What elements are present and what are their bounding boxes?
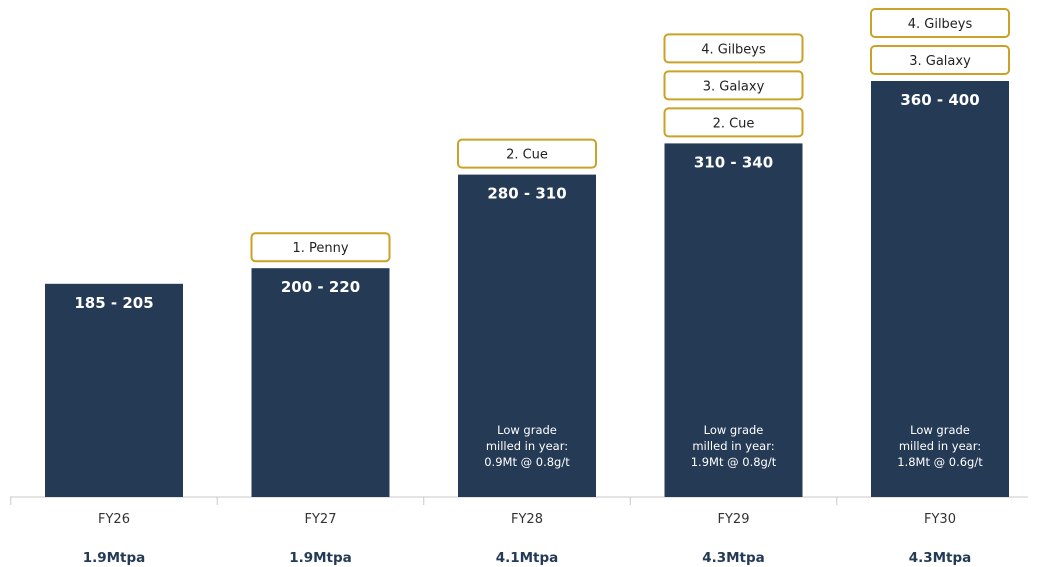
x-tick-label: FY28 [511,512,543,527]
x-tick-label: FY29 [718,512,750,527]
deposit-tag [457,138,597,169]
capacity-label: 4.3Mtpa [702,550,765,566]
low-grade-note: 1.9Mt @ 0.8g/t [691,455,777,469]
low-grade-note: milled in year: [899,439,981,453]
low-grade-note: 1.8Mt @ 0.6g/t [897,455,983,469]
capacity-label: 1.9Mtpa [83,550,146,566]
deposit-tag [870,8,1010,38]
capacity-label: 4.1Mtpa [496,550,559,566]
capacity-label: 4.3Mtpa [909,550,972,566]
deposit-tag [250,232,391,263]
data-label: 200 - 220 [281,278,360,296]
low-grade-note: Low grade [704,423,764,437]
data-label: 360 - 400 [900,91,979,109]
low-grade-note: 0.9Mt @ 0.8g/t [484,455,570,469]
deposit-tag-label: 1. Penny [292,241,348,256]
deposit-tag-label: 2. Cue [506,148,548,163]
low-grade-note: milled in year: [486,439,568,453]
x-tick-label: FY26 [98,512,130,527]
low-grade-note: Low grade [910,423,970,437]
deposit-tag-label: 4. Gilbeys [701,42,766,57]
low-grade-note: Low grade [497,423,557,437]
capacity-label: 1.9Mtpa [289,550,352,566]
bar [664,143,803,497]
deposit-tag-label: 3. Galaxy [909,54,971,69]
deposit-tag-label: 4. Gilbeys [908,17,973,32]
x-tick-label: FY27 [305,512,337,527]
low-grade-note: milled in year: [692,439,774,453]
deposit-tag-label: 2. Cue [713,116,755,131]
data-label: 310 - 340 [694,153,773,171]
deposit-tag [663,70,804,101]
bar [458,174,596,497]
data-label: 280 - 310 [487,185,566,203]
data-label: 185 - 205 [74,294,153,312]
x-tick-label: FY30 [924,512,956,527]
bar [251,268,390,497]
deposit-tag [663,107,804,138]
bar [45,283,183,497]
deposit-tag [663,33,804,64]
deposit-tag-label: 3. Galaxy [703,79,765,94]
bar [871,81,1009,497]
deposit-tag [870,45,1010,75]
